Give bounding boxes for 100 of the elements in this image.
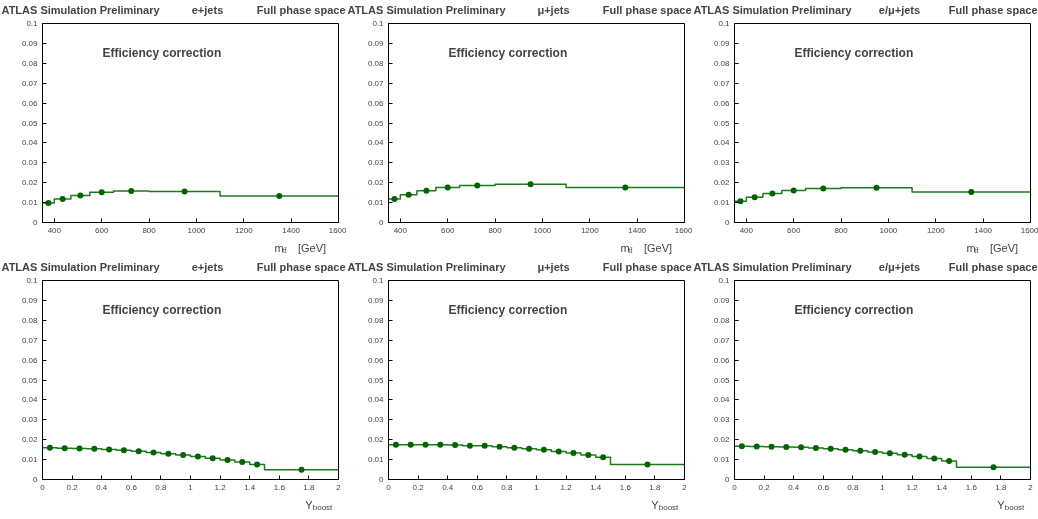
y-tick-label: 0.09: [713, 38, 731, 48]
y-tick-label: 0.04: [21, 395, 39, 405]
chart-subtitle: μ+jets: [537, 3, 570, 16]
point: [812, 445, 819, 452]
annotation: Efficiency correction: [448, 302, 568, 317]
x-tick-label: 0.2: [758, 482, 771, 492]
y-tick-label: 0.06: [713, 98, 731, 108]
y-tick-label: 0.1: [26, 19, 39, 28]
text: Full phase space: [602, 3, 692, 16]
y-tick-label: 0.07: [367, 78, 385, 88]
point: [527, 181, 534, 188]
point: [751, 194, 758, 201]
x-tick-label: 0.4: [788, 482, 800, 492]
chart-subtitle: e+jets: [191, 3, 224, 16]
x-tick-label: 800: [834, 225, 849, 235]
chart-title: ATLAS Simulation Preliminary: [347, 260, 507, 273]
y-tick-label: 0: [379, 475, 385, 484]
x-tick-label: 1.6: [273, 482, 286, 492]
x-tick-label: 1200: [580, 225, 600, 235]
y-tick-label: 0.09: [713, 295, 731, 305]
y-tick-label: 0.03: [21, 415, 39, 425]
y-tick-label: 0.05: [21, 118, 39, 128]
y-tick-label: 0.03: [367, 415, 385, 425]
point: [298, 466, 305, 473]
chart-title: ATLAS Simulation Preliminary: [693, 3, 853, 16]
x-tick-label: 1200: [234, 225, 254, 235]
x-tick-label: 1.4: [244, 482, 256, 492]
x-tick-label: 0.6: [125, 482, 138, 492]
x-tick-label: 1400: [974, 225, 993, 235]
point: [820, 185, 827, 192]
text: Full phase space: [948, 3, 1038, 16]
y-tick-label: 0.02: [367, 435, 385, 445]
point: [753, 443, 760, 450]
y-tick-label: 0.05: [21, 375, 39, 385]
y-tick-label: 0.1: [718, 276, 731, 285]
point: [135, 448, 142, 455]
y-tick-label: 0.06: [21, 355, 39, 365]
x-tick-label: 2: [336, 482, 342, 492]
y-tick-label: 0: [725, 218, 731, 227]
y-tick-label: 0.08: [21, 58, 39, 68]
text: Full phase space: [948, 260, 1038, 273]
y-tick-label: 0.09: [21, 38, 39, 48]
x-tick-label: 1.8: [303, 482, 316, 492]
point: [827, 445, 834, 452]
point: [842, 446, 849, 453]
x-tick-label: 1600: [1020, 225, 1038, 235]
x-tick-label: 0.6: [471, 482, 484, 492]
point: [769, 190, 776, 197]
x-tick-label: 600: [787, 225, 801, 235]
x-tick-label: 0.8: [847, 482, 860, 492]
x-tick-label: 0: [386, 482, 392, 492]
y-tick-label: 0.01: [367, 198, 385, 208]
chart-title: ATLAS Simulation Preliminary: [347, 3, 507, 16]
point: [128, 188, 135, 195]
point: [886, 450, 893, 457]
y-tick-label: 0.07: [21, 78, 39, 88]
point: [768, 443, 775, 450]
y-tick-label: 0.1: [718, 19, 731, 28]
y-tick-label: 0: [379, 218, 385, 227]
y-tick-label: 0: [725, 475, 731, 484]
chart-subtitle: e+jets: [191, 260, 224, 273]
y-tick-label: 0.04: [367, 395, 385, 405]
x-tick-label: 1.4: [590, 482, 602, 492]
point: [444, 184, 451, 191]
point: [916, 453, 923, 460]
y-tick-label: 0.1: [372, 276, 385, 285]
x-tick-label: 400: [47, 225, 62, 235]
y-tick-label: 0.08: [21, 315, 39, 325]
y-tick-label: 0.03: [367, 158, 385, 168]
point: [901, 451, 908, 458]
x-tick-label: 1000: [879, 225, 898, 235]
point: [61, 445, 68, 452]
x-tick-label: 1.8: [995, 482, 1008, 492]
x-tick-label: 800: [488, 225, 503, 235]
chart-subtitle: e/μ+jets: [878, 3, 921, 16]
y-tick-label: 0.02: [21, 178, 39, 188]
point: [622, 184, 629, 191]
y-tick-label: 0.06: [367, 98, 385, 108]
y-tick-label: 0.06: [713, 355, 731, 365]
y-tick-label: 0.07: [21, 335, 39, 345]
annotation: Efficiency correction: [102, 302, 222, 317]
point: [98, 189, 105, 196]
x-tick-label: 1600: [674, 225, 694, 235]
point: [405, 191, 412, 198]
y-tick-label: 0.05: [367, 118, 385, 128]
y-tick-label: 0.03: [713, 158, 731, 168]
x-tick-label: 1.2: [214, 482, 227, 492]
point: [150, 449, 157, 456]
y-tick-label: 0.02: [21, 435, 39, 445]
y-tick-label: 0.1: [26, 276, 39, 285]
x-tick-label: 1400: [628, 225, 647, 235]
x-tick-label: 0.2: [66, 482, 79, 492]
y-tick-label: 0.02: [713, 178, 731, 188]
x-tick-label: 0: [732, 482, 738, 492]
y-tick-label: 0.02: [713, 435, 731, 445]
point: [91, 445, 98, 452]
point: [474, 182, 481, 189]
x-tick-label: 1.6: [965, 482, 978, 492]
point: [783, 444, 790, 451]
y-tick-label: 0.02: [367, 178, 385, 188]
